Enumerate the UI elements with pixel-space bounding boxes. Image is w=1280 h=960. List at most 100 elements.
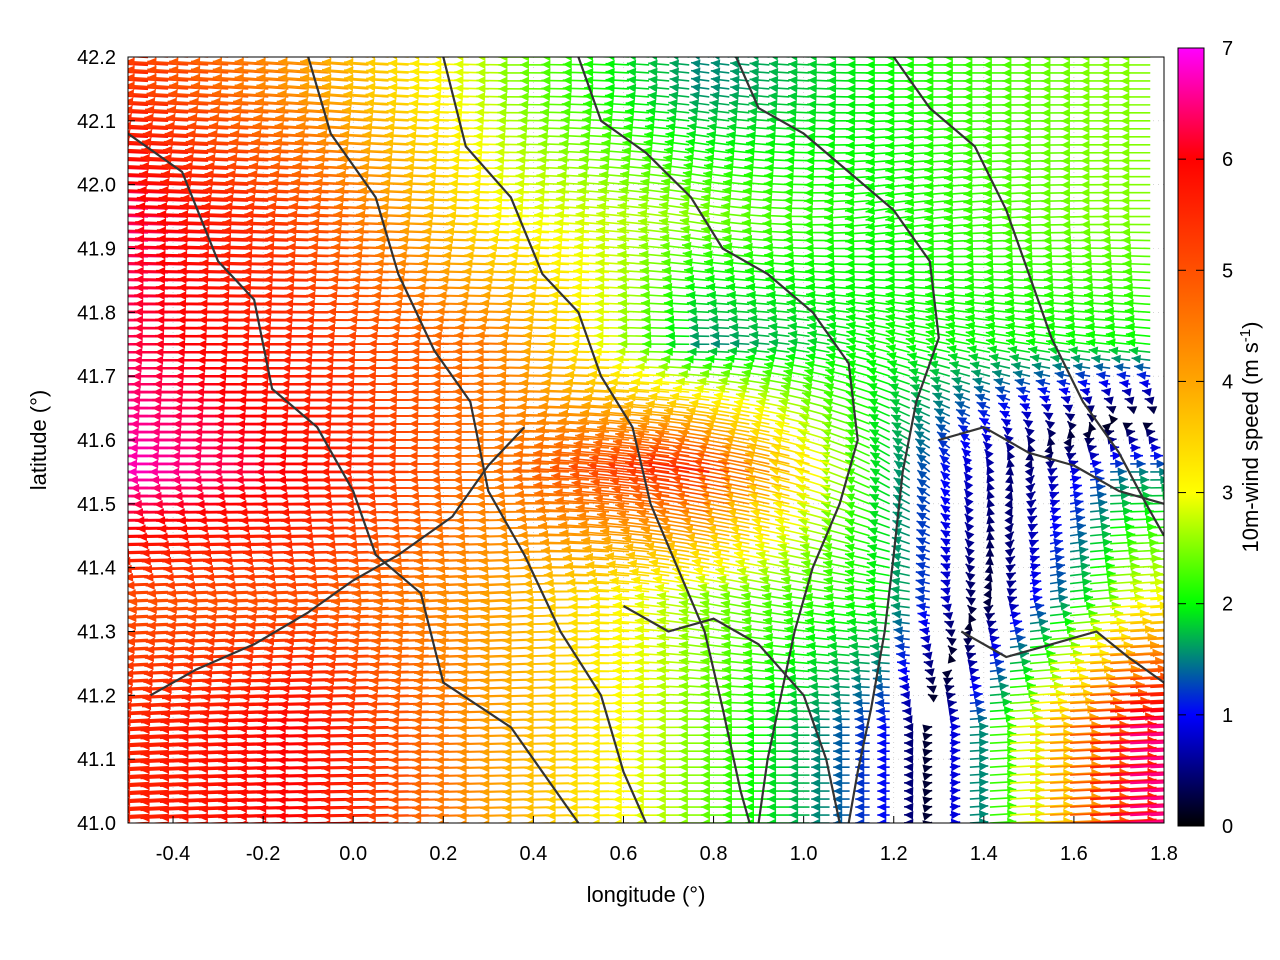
wind-vector [969, 722, 989, 731]
wind-vector [700, 657, 730, 666]
wind-vector [744, 802, 770, 812]
wind-vector [50, 340, 128, 349]
wind-vector [922, 788, 933, 797]
wind-vector [767, 754, 790, 764]
wind-vector [925, 676, 936, 686]
wind-vector [700, 681, 730, 691]
wind-vector [949, 722, 961, 732]
wind-vector [1029, 769, 1073, 778]
wind-vector [414, 819, 469, 823]
wind-vector [788, 706, 810, 716]
wind-vector [700, 818, 730, 823]
wind-vector [969, 698, 985, 708]
wind-vector [831, 698, 850, 708]
wind-vector [46, 420, 128, 429]
wind-vector [969, 810, 989, 819]
wind-vector [989, 761, 1017, 771]
wind-vector [766, 714, 790, 724]
wind-vector [678, 657, 710, 666]
wind-vector [949, 754, 961, 764]
wind-vector [830, 690, 850, 700]
wind-vector [128, 671, 129, 673]
wind-vector [851, 682, 870, 692]
wind-vector [922, 764, 933, 773]
wind-vector [949, 778, 961, 788]
wind-vector [898, 674, 910, 684]
wind-vector [829, 666, 850, 675]
wind-vector [634, 818, 670, 823]
wind-vector [1150, 749, 1164, 753]
wind-vector [744, 786, 770, 796]
wind-vector [922, 732, 933, 741]
wind-vector [855, 802, 870, 812]
wind-vector [722, 690, 750, 699]
wind-vector [128, 678, 169, 683]
wind-vector [1009, 729, 1045, 739]
wind-vector [128, 702, 149, 706]
wind-vector [128, 223, 129, 225]
wind-vector [128, 670, 169, 675]
wind-vector [128, 143, 129, 145]
wind-vector [1130, 788, 1164, 793]
wind-vector [1150, 821, 1164, 823]
wind-vector [128, 215, 129, 217]
wind-vector [969, 778, 989, 787]
wind-vector [927, 693, 938, 703]
wind-vector [786, 665, 810, 675]
wind-vector [809, 690, 830, 700]
wind-vector [969, 682, 982, 692]
wind-vector [766, 698, 790, 708]
wind-vector [1150, 789, 1164, 793]
wind-vector [922, 772, 933, 781]
wind-vector [833, 778, 850, 788]
wind-vector [811, 762, 830, 772]
wind-vector [678, 818, 710, 823]
wind-vector [1130, 676, 1164, 681]
wind-vector [1070, 664, 1114, 674]
wind-vector [942, 677, 954, 686]
wind-vector [590, 658, 630, 668]
wind-vector [969, 730, 989, 739]
wind-vector [811, 746, 830, 756]
wind-vector [989, 753, 1017, 763]
wind-vector [789, 810, 810, 820]
wind-vector [904, 786, 914, 796]
wind-vector [1150, 677, 1164, 681]
wind-vector [808, 682, 830, 692]
wind-vector [789, 762, 810, 772]
wind-vector [811, 802, 830, 812]
wind-vector [164, 820, 229, 823]
wind-vector [1029, 729, 1073, 738]
wind-vector [1130, 812, 1164, 817]
wind-vector [949, 746, 961, 756]
wind-vector [1150, 773, 1164, 777]
wind-vector [852, 690, 870, 700]
wind-vector [904, 810, 914, 820]
wind-vector [590, 819, 630, 823]
wind-vector [876, 714, 890, 724]
wind-vector [904, 794, 914, 804]
wind-vector [1150, 733, 1164, 737]
wind-vector [1029, 761, 1073, 770]
wind-vector [922, 796, 933, 805]
wind-vector [828, 658, 850, 667]
wind-vector [789, 730, 810, 740]
wind-vector [855, 778, 870, 788]
wind-vector [946, 699, 957, 708]
wind-vector [1009, 785, 1045, 795]
wind-vector [203, 820, 269, 823]
wind-vector [744, 778, 770, 788]
wind-vector [722, 746, 750, 756]
wind-vector [989, 721, 1017, 731]
wind-vector [922, 804, 933, 813]
wind-vector [767, 810, 790, 820]
wind-vector [877, 746, 890, 756]
wind-vector [612, 818, 650, 823]
wind-vector [526, 819, 569, 823]
wind-vector [811, 810, 830, 820]
wind-vector [830, 682, 850, 692]
wind-vector [1009, 721, 1045, 731]
wind-vector [875, 706, 890, 716]
wind-vector [811, 818, 830, 823]
wind-vector [1009, 689, 1038, 699]
